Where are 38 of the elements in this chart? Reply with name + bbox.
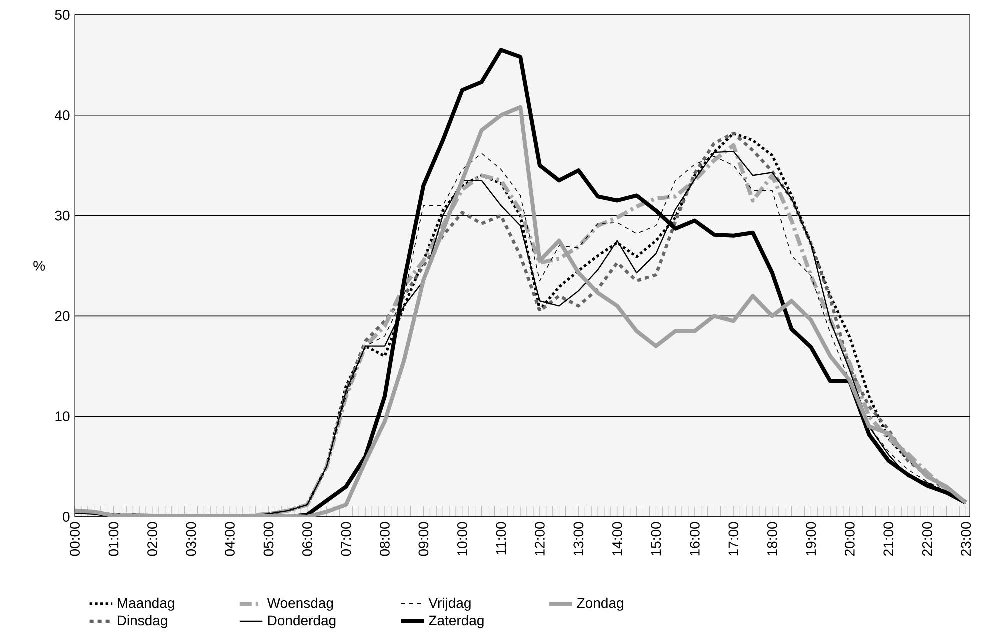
x-tick-label: 23:00 (961, 522, 972, 556)
x-tick-label: 07:00 (341, 522, 352, 556)
y-axis-title: % (34, 261, 46, 271)
y-tick-label: 40 (55, 110, 70, 120)
legend-label: Donderdag (268, 615, 336, 628)
y-tick-label: 0 (63, 512, 70, 522)
x-tick-label: 17:00 (728, 522, 739, 556)
legend-label: Zaterdag (429, 615, 484, 628)
y-tick-label: 20 (55, 311, 70, 322)
x-tick-label: 02:00 (148, 522, 158, 556)
x-tick-label: 01:00 (108, 522, 119, 556)
x-tick-label: 22:00 (922, 522, 932, 556)
x-tick-label: 16:00 (690, 522, 700, 556)
x-tick-label: 00:00 (70, 522, 80, 556)
x-tick-label: 18:00 (767, 522, 778, 556)
x-tick-label: 09:00 (418, 522, 429, 556)
y-tick-label: 50 (55, 10, 70, 20)
x-tick-label: 20:00 (844, 522, 855, 556)
x-tick-label: 08:00 (380, 522, 390, 556)
x-tick-label: 11:00 (496, 522, 506, 555)
legend-label: Vrijdag (428, 598, 471, 611)
legend-label: Woensdag (267, 598, 334, 611)
legend-label: Maandag (118, 598, 174, 611)
y-tick-label: 30 (55, 210, 70, 221)
x-tick-label: 03:00 (186, 522, 196, 556)
x-tick-label: 15:00 (651, 522, 662, 556)
x-tick-label: 19:00 (806, 522, 816, 556)
legend-label: Zondag (577, 598, 624, 611)
x-tick-label: 12:00 (534, 522, 545, 556)
x-tick-label: 06:00 (302, 522, 312, 556)
x-tick-label: 14:00 (612, 522, 622, 556)
legend-label: Dinsdag (118, 615, 168, 628)
y-tick-label: 10 (56, 412, 70, 422)
x-tick-label: 04:00 (225, 522, 235, 556)
x-tick-label: 13:00 (574, 522, 584, 556)
x-tick-label: 21:00 (884, 522, 894, 556)
x-tick-label: 10:00 (458, 522, 468, 556)
x-tick-label: 05:00 (264, 522, 274, 556)
